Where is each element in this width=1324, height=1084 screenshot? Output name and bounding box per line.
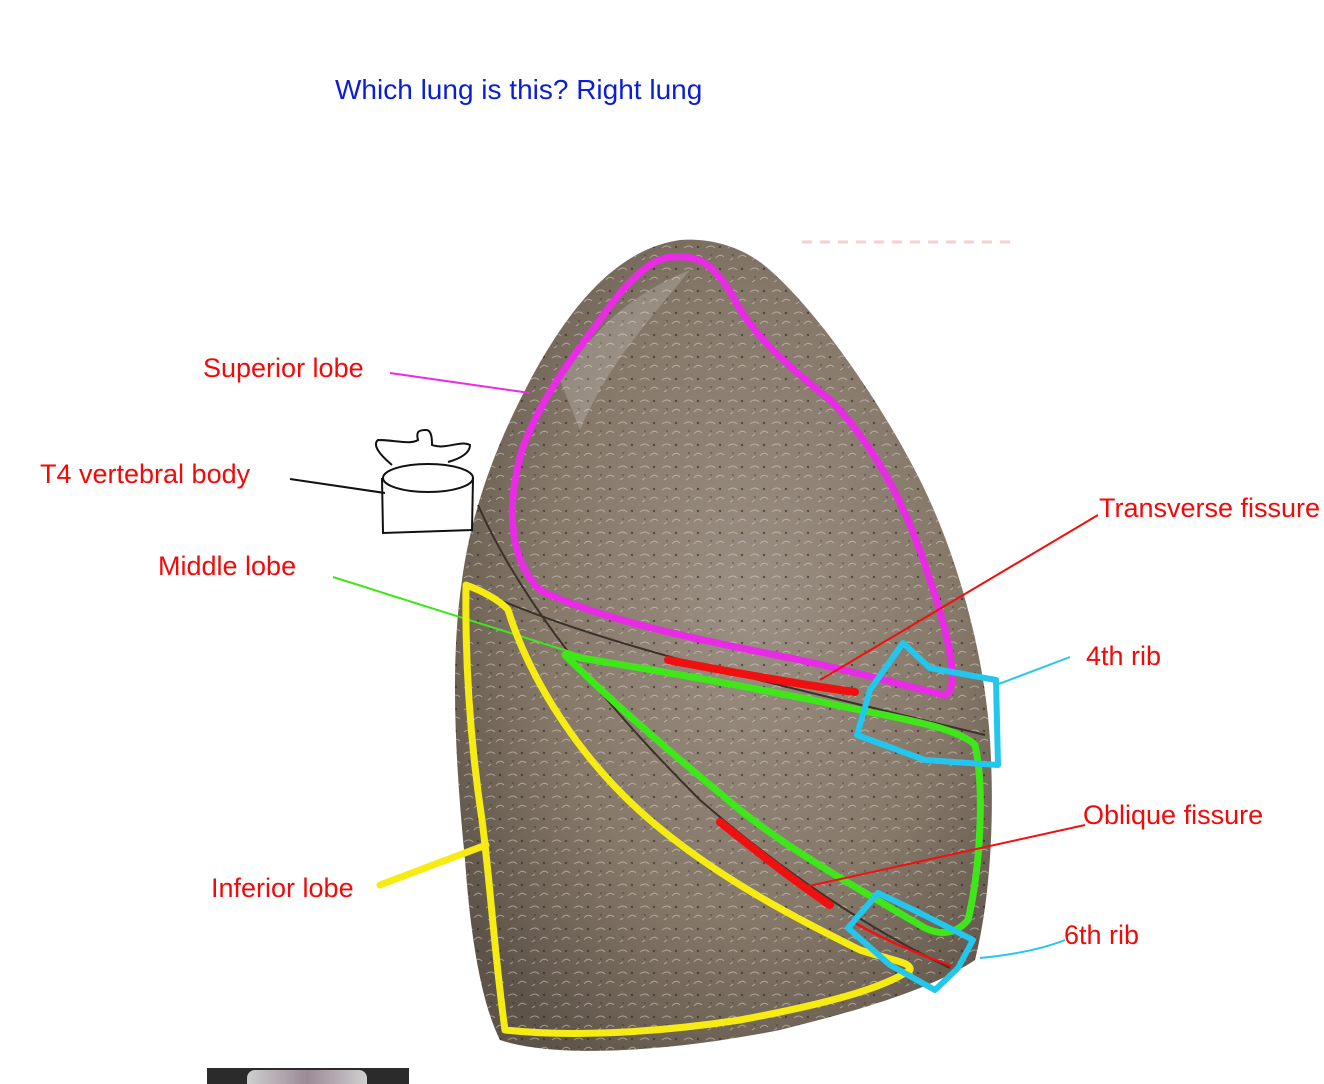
- oblique-fissure-tail: [849, 918, 953, 968]
- t4-vertebra-sketch: [374, 428, 474, 535]
- oblique-fissure-highlight: [716, 818, 834, 909]
- sixth-rib-outline: [845, 890, 976, 993]
- oblique-fissure-label: Oblique fissure: [1083, 800, 1264, 830]
- lung-highlight: [560, 270, 690, 430]
- fourth-rib-outline: [854, 640, 1001, 768]
- middle-lobe-leader: [332, 576, 581, 656]
- sixth-rib-label: 6th rib: [1064, 920, 1140, 950]
- thumbnail-image: [247, 1070, 367, 1084]
- thumbnail-strip: [207, 1068, 409, 1084]
- inferior-lobe-leader: [376, 841, 490, 889]
- transverse-fissure-leader: [819, 514, 1099, 681]
- inferior-lobe-label: Inferior lobe: [211, 873, 354, 903]
- question-title: Which lung is this? Right lung: [335, 74, 703, 105]
- middle-lobe-label: Middle lobe: [158, 551, 297, 581]
- transverse-fissure-highlight: [664, 656, 859, 696]
- oblique-fissure-leader: [799, 824, 1086, 889]
- transverse-fissure-label: Transverse fissure: [1099, 493, 1321, 523]
- fourth-rib-leader: [995, 656, 1071, 686]
- natural-oblique-fissure-line: [477, 504, 951, 969]
- middle-lobe-outline: [561, 651, 984, 936]
- sixth-rib-leader: [979, 939, 1066, 959]
- superior-lobe-outline: [508, 253, 956, 699]
- superior-lobe-label: Superior lobe: [203, 353, 364, 383]
- fourth-rib-label: 4th rib: [1086, 641, 1162, 671]
- superior-lobe-leader: [389, 372, 531, 394]
- t4-vertebral-body-label: T4 vertebral body: [40, 459, 251, 489]
- t4-vertebral-body-leader: [289, 478, 386, 494]
